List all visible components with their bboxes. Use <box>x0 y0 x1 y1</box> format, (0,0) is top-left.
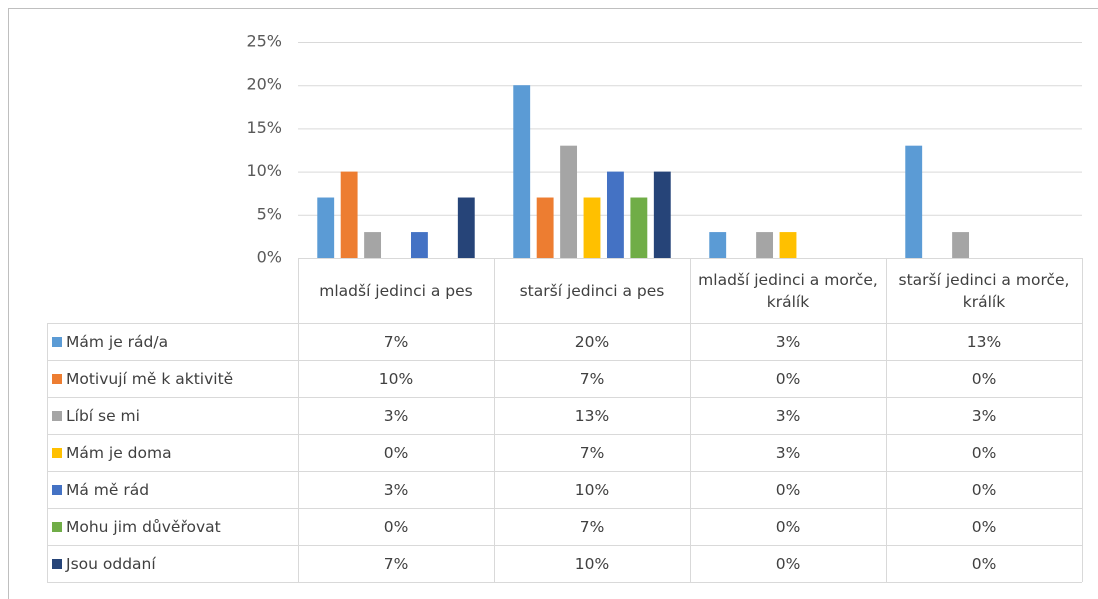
table-value: 10% <box>378 369 414 388</box>
legend-key <box>52 484 62 495</box>
table-value: 13% <box>574 406 610 425</box>
table-value: 10% <box>574 554 610 573</box>
category-label: mladší jedinci a morče, králík <box>698 270 878 311</box>
bar <box>364 232 382 258</box>
legend-entry: Mám je rád/a <box>47 323 298 360</box>
y-tick-label: 20% <box>246 75 282 94</box>
table-value: 7% <box>579 443 605 462</box>
table-value: 7% <box>383 332 409 351</box>
y-tick-label: 5% <box>257 204 282 223</box>
bar <box>457 197 475 258</box>
table-value: 0% <box>775 517 801 536</box>
bar <box>560 145 578 258</box>
table-value: 7% <box>383 554 409 573</box>
bar <box>583 197 601 258</box>
legend-entry: Mám je doma <box>47 434 298 471</box>
table-value: 7% <box>579 517 605 536</box>
bar <box>340 171 358 258</box>
table-value: 3% <box>971 406 997 425</box>
table-value: 0% <box>775 480 801 499</box>
bar <box>410 232 428 258</box>
bar <box>630 197 648 258</box>
legend-label: Jsou oddaní <box>66 554 156 573</box>
bar <box>513 85 531 258</box>
table-value: 0% <box>383 517 409 536</box>
legend-key <box>52 447 62 458</box>
y-tick-label: 10% <box>246 161 282 180</box>
bar <box>606 171 624 258</box>
table-value: 3% <box>775 443 801 462</box>
category-label: starší jedinci a pes <box>519 281 665 300</box>
table-value: 7% <box>579 369 605 388</box>
legend-entry: Líbí se mi <box>47 397 298 434</box>
bar <box>952 232 970 258</box>
table-value: 0% <box>971 369 997 388</box>
bar <box>536 197 554 258</box>
bar <box>756 232 774 258</box>
table-value: 0% <box>971 480 997 499</box>
bar <box>905 145 923 258</box>
legend-key <box>52 521 62 532</box>
y-tick-label: 0% <box>257 248 282 267</box>
legend-key <box>52 558 62 569</box>
table-value: 3% <box>383 480 409 499</box>
legend-label: Mohu jim důvěřovat <box>66 517 221 536</box>
table-value: 0% <box>383 443 409 462</box>
table-value: 13% <box>966 332 1002 351</box>
legend-label: Mám je rád/a <box>66 332 169 351</box>
legend-entry: Mohu jim důvěřovat <box>47 508 298 545</box>
legend-label: Motivují mě k aktivitě <box>66 369 234 388</box>
table-value: 0% <box>775 554 801 573</box>
table-value: 0% <box>971 554 997 573</box>
legend-key <box>52 373 62 384</box>
table-value: 3% <box>775 406 801 425</box>
category-label: starší jedinci a morče, králík <box>898 270 1070 311</box>
legend-key <box>52 336 62 347</box>
legend-label: Má mě rád <box>66 480 150 499</box>
bar <box>653 171 671 258</box>
legend-label: Líbí se mi <box>66 406 140 425</box>
category-label: mladší jedinci a pes <box>319 281 473 300</box>
table-value: 10% <box>574 480 610 499</box>
table-value: 20% <box>574 332 610 351</box>
bar <box>317 197 335 258</box>
legend-label: Mám je doma <box>66 443 172 462</box>
bar <box>779 232 797 258</box>
table-value: 0% <box>971 443 997 462</box>
table-value: 3% <box>383 406 409 425</box>
table-value: 0% <box>971 517 997 536</box>
legend-entry: Jsou oddaní <box>47 545 298 582</box>
legend-entry: Má mě rád <box>47 471 298 508</box>
bar <box>709 232 727 258</box>
legend-key <box>52 410 62 421</box>
table-value: 3% <box>775 332 801 351</box>
table-value: 0% <box>775 369 801 388</box>
legend-entry: Motivují mě k aktivitě <box>47 360 298 397</box>
y-tick-label: 25% <box>246 32 282 51</box>
y-tick-label: 15% <box>246 118 282 137</box>
